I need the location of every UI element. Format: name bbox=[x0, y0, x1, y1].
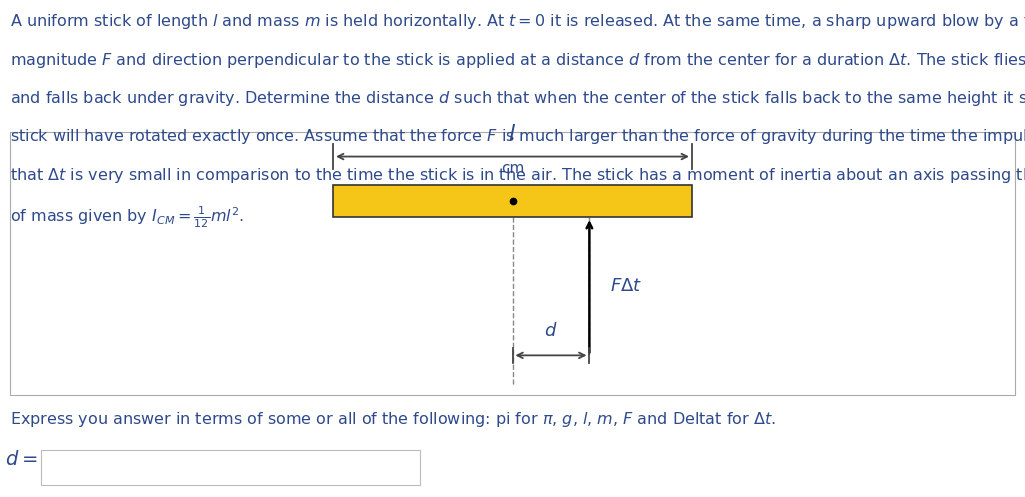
Text: of mass given by $I_{CM} = \frac{1}{12}ml^2$.: of mass given by $I_{CM} = \frac{1}{12}m… bbox=[10, 204, 244, 230]
Text: that $\Delta t$ is very small in comparison to the time the stick is in the air.: that $\Delta t$ is very small in compari… bbox=[10, 166, 1025, 184]
Text: $d$: $d$ bbox=[544, 323, 558, 340]
Text: stick will have rotated exactly once. Assume that the force $F$ is much larger t: stick will have rotated exactly once. As… bbox=[10, 127, 1025, 146]
Text: and falls back under gravity. Determine the distance $d$ such that when the cent: and falls back under gravity. Determine … bbox=[10, 89, 1025, 108]
FancyBboxPatch shape bbox=[41, 450, 420, 485]
Text: magnitude $F$ and direction perpendicular to the stick is applied at a distance : magnitude $F$ and direction perpendicula… bbox=[10, 51, 1025, 70]
Text: $l$: $l$ bbox=[508, 124, 517, 144]
Text: $d =$: $d =$ bbox=[5, 450, 38, 469]
FancyBboxPatch shape bbox=[333, 185, 692, 217]
Text: cm: cm bbox=[501, 162, 524, 176]
Text: $F\Delta t$: $F\Delta t$ bbox=[610, 277, 642, 295]
Text: Express you answer in terms of some or all of the following: pi for $\pi$, $g$, : Express you answer in terms of some or a… bbox=[10, 410, 776, 429]
FancyBboxPatch shape bbox=[10, 132, 1015, 395]
Text: A uniform stick of length $l$ and mass $m$ is held horizontally. At $t = 0$ it i: A uniform stick of length $l$ and mass $… bbox=[10, 12, 1025, 31]
